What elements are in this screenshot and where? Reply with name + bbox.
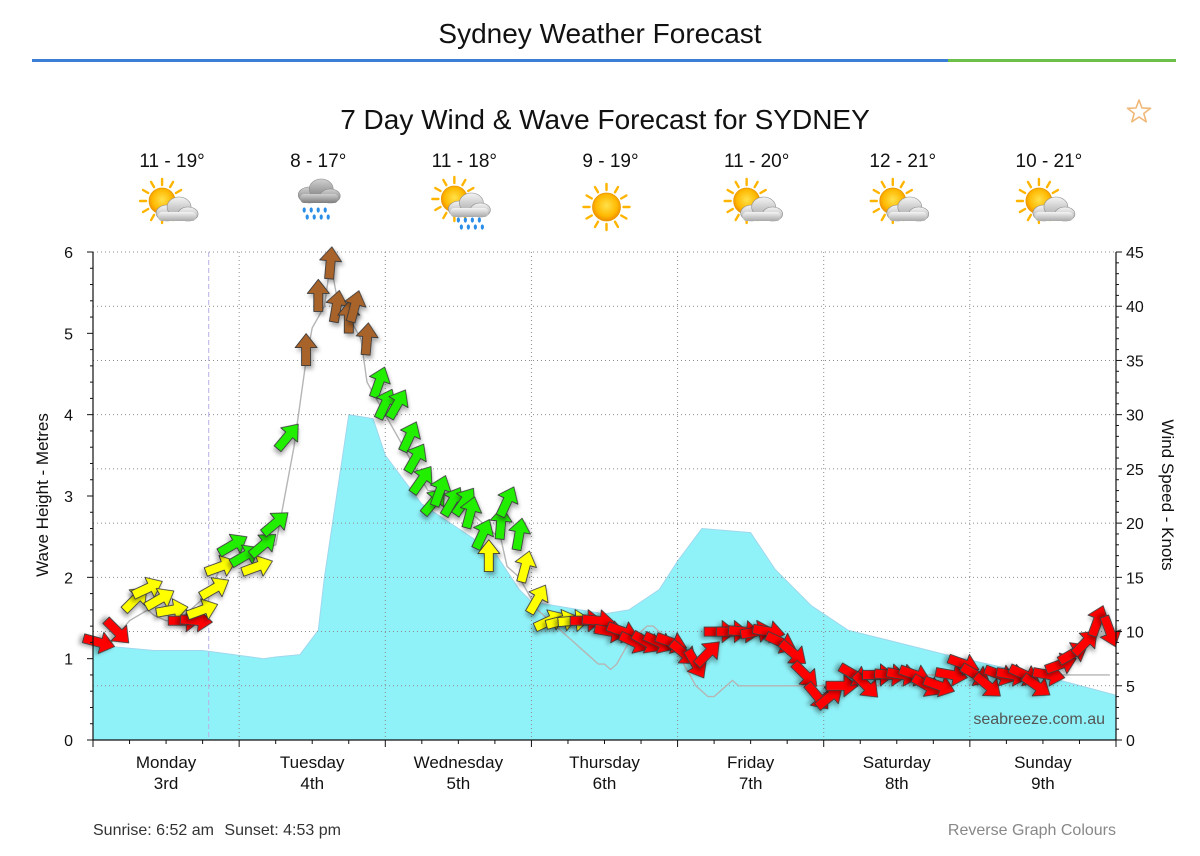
wind-arrow [260,512,289,538]
x-day-label: Friday [727,753,775,772]
x-day-label: Monday [136,753,197,772]
wind-arrow [408,466,433,496]
wind-arrow [294,333,318,367]
y-tick-label: 2 [64,570,73,587]
x-day-label: Sunday [1014,753,1072,772]
favourite-star-icon[interactable] [1126,98,1152,124]
wind-arrow [514,550,537,584]
y-tick-label: 1 [64,652,73,669]
sun-icon [582,182,631,232]
x-day-label: Wednesday [414,753,504,772]
wind-arrow [972,671,1001,697]
x-day-label: Tuesday [280,753,345,772]
wind-arrow [525,584,549,616]
y2-tick-label: 40 [1126,299,1144,316]
day-temperature-range: 8 - 17° [290,151,346,172]
x-date-label: 4th [300,774,324,793]
wind-arrow [459,496,483,530]
wind-wave-chart: 7 Day Wind & Wave Forecast for SYDNEY 11… [33,104,1177,793]
y2-tick-label: 25 [1126,462,1144,479]
wind-arrow [198,577,230,601]
y2-tick-label: 35 [1126,353,1144,370]
wind-arrow [471,519,494,551]
y-tick-label: 3 [64,489,73,506]
y-tick-label: 5 [64,326,73,343]
wave-height-area [92,414,1117,741]
sunrise-text: Sunrise: 6:52 am [93,822,214,839]
y-axis-label-right: Wind Speed - Knots [1158,419,1177,570]
wind-arrow [306,278,330,312]
day-temperature-range: 11 - 18° [432,151,497,172]
y2-tick-label: 30 [1126,408,1144,425]
wind-arrow [203,555,237,577]
wind-arrow [155,598,189,621]
x-day-label: Thursday [569,753,640,772]
x-date-label: 3rd [154,774,179,793]
wind-arrow [185,598,219,621]
wind-arrow [814,685,843,711]
chart-title: 7 Day Wind & Wave Forecast for SYDNEY [340,104,870,135]
y-axis-label-left: Wave Height - Metres [33,413,52,577]
wind-arrow [1087,605,1110,638]
wind-arrow [922,675,955,698]
x-date-label: 9th [1031,774,1055,793]
y2-tick-label: 20 [1126,516,1144,533]
wind-arrow [495,486,519,519]
wind-arrow [934,663,968,687]
wind-arrow [344,290,367,324]
x-day-label: Saturday [863,753,932,772]
sun-cloud-icon [723,177,783,225]
wind-arrow [273,423,299,452]
y-tick-label: 4 [64,408,73,425]
reverse-graph-colours-link[interactable]: Reverse Graph Colours [947,822,1116,839]
title-underline [32,59,1176,62]
title-underline-green [948,59,1176,62]
wind-arrow [82,631,116,654]
day-temperature-range: 11 - 19° [139,151,204,172]
y2-tick-label: 15 [1126,570,1144,587]
sun-cloud-icon [138,177,199,225]
rain-cloud-icon [297,178,341,220]
wind-arrow [247,534,277,559]
sunset-text: Sunset: 4:53 pm [224,822,341,839]
y-tick-label: 0 [64,733,73,750]
wind-arrow [489,506,513,540]
sun-cloud-icon [869,177,930,225]
page-title: Sydney Weather Forecast [438,18,762,49]
wind-arrow [693,641,720,669]
day-temperature-range: 10 - 21° [1016,151,1083,172]
wind-arrow [102,616,130,644]
wind-arrow [1070,630,1098,658]
x-date-label: 8th [885,774,909,793]
sun-cloud-icon [1015,177,1076,225]
y-tick-label: 6 [64,245,73,262]
title-underline-blue [32,59,948,62]
x-date-label: 7th [739,774,763,793]
wind-arrow [1020,672,1051,697]
wind-arrow [825,674,859,698]
sun-times: Sunrise: 6:52 am Sunset: 4:53 pm [93,822,347,840]
x-date-label: 5th [447,774,471,793]
day-temperature-range: 12 - 21° [869,151,936,172]
day-temperature-range: 11 - 20° [724,151,789,172]
wind-arrow [429,475,452,508]
wind-arrow [355,322,379,356]
y2-tick-label: 0 [1126,733,1135,750]
wind-arrow [508,517,531,551]
wind-arrow [143,588,175,612]
wind-arrow [319,246,343,280]
wind-arrow [385,389,409,421]
wind-arrow [240,555,273,577]
x-date-label: 6th [593,774,617,793]
y2-tick-label: 45 [1126,245,1144,262]
watermark: seabreeze.com.au [973,711,1105,728]
wind-arrow [403,443,427,475]
y2-tick-label: 10 [1126,625,1144,642]
wind-arrow [325,289,349,324]
day-temperature-range: 9 - 19° [582,151,638,172]
wind-arrow [477,539,501,573]
sun-rain-icon [431,175,491,230]
y2-tick-label: 5 [1126,679,1135,696]
wind-arrow [851,670,879,698]
